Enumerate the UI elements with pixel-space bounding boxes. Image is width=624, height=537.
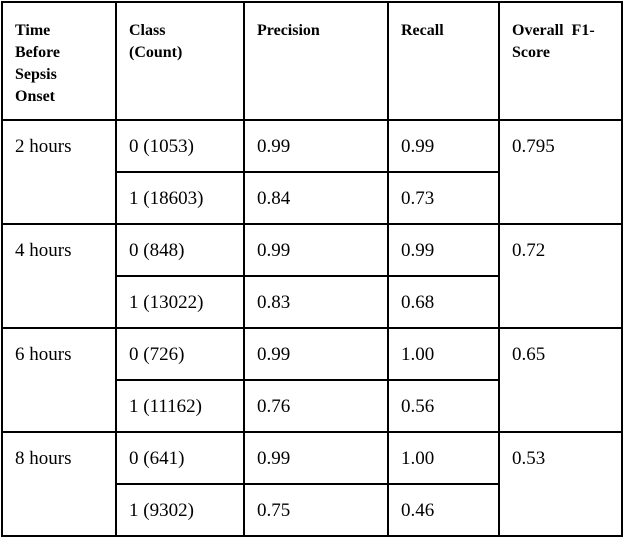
class-value: 1 (11162) [129, 396, 202, 417]
header-class-line: (Count) [129, 44, 183, 61]
recall-value: 0.73 [401, 188, 435, 209]
class-cell: 0 (726) [115, 327, 245, 381]
recall-cell: 1.00 [387, 327, 500, 381]
time-cell: 8 hours [1, 431, 117, 537]
header-time-line: Before [15, 44, 61, 61]
precision-value: 0.99 [257, 136, 291, 157]
header-time-before-onset: Time Before Sepsis Onset [1, 1, 117, 121]
table-row: 1 (13022) 0.83 0.68 [2, 275, 622, 329]
recall-cell: 0.99 [387, 223, 500, 277]
class-value: 1 (9302) [129, 500, 194, 521]
time-value: 2 hours [15, 136, 72, 157]
recall-value: 0.68 [401, 292, 435, 313]
recall-cell: 0.46 [387, 483, 500, 537]
class-cell: 0 (848) [115, 223, 245, 277]
f1-value: 0.72 [512, 240, 546, 261]
header-time-line: Onset [15, 88, 55, 105]
precision-cell: 0.99 [243, 223, 389, 277]
precision-value: 0.99 [257, 344, 291, 365]
header-recall: Recall [387, 1, 500, 121]
time-value: 8 hours [15, 448, 72, 469]
f1-cell: 0.53 [498, 431, 623, 537]
recall-cell: 0.56 [387, 379, 500, 433]
table-row: 1 (18603) 0.84 0.73 [2, 171, 622, 225]
class-cell: 0 (641) [115, 431, 245, 485]
class-cell: 1 (13022) [115, 275, 245, 329]
class-value: 0 (848) [129, 240, 185, 261]
class-cell: 1 (11162) [115, 379, 245, 433]
f1-value: 0.65 [512, 344, 546, 365]
header-recall-label: Recall [401, 22, 444, 39]
class-value: 0 (726) [129, 344, 185, 365]
precision-value: 0.99 [257, 240, 291, 261]
time-cell: 2 hours [1, 119, 117, 225]
time-value: 4 hours [15, 240, 72, 261]
header-precision: Precision [243, 1, 389, 121]
recall-cell: 1.00 [387, 431, 500, 485]
precision-cell: 0.99 [243, 327, 389, 381]
precision-cell: 0.75 [243, 483, 389, 537]
table-row: 1 (11162) 0.76 0.56 [2, 379, 622, 433]
precision-cell: 0.83 [243, 275, 389, 329]
time-cell: 4 hours [1, 223, 117, 329]
recall-value: 0.99 [401, 136, 435, 157]
class-value: 1 (13022) [129, 292, 204, 313]
recall-cell: 0.99 [387, 119, 500, 173]
header-class-line: Class [129, 22, 166, 39]
time-cell: 6 hours [1, 327, 117, 433]
table-row: 2 hours 0 (1053) 0.99 0.99 0.795 [1, 119, 623, 225]
recall-cell: 0.73 [387, 171, 500, 225]
header-f1-line: Overall F1- [512, 22, 595, 39]
f1-cell: 0.72 [498, 223, 623, 329]
f1-cell: 0.795 [498, 119, 623, 225]
recall-value: 0.99 [401, 240, 435, 261]
precision-cell: 0.99 [243, 119, 389, 173]
table-row: 8 hours 0 (641) 0.99 1.00 0.53 [1, 431, 623, 537]
class-cell: 0 (1053) [115, 119, 245, 173]
class-value: 1 (18603) [129, 188, 204, 209]
header-time-line: Sepsis [15, 66, 57, 83]
f1-value: 0.53 [512, 448, 546, 469]
precision-cell: 0.76 [243, 379, 389, 433]
recall-cell: 0.68 [387, 275, 500, 329]
class-value: 0 (1053) [129, 136, 194, 157]
recall-value: 0.56 [401, 396, 435, 417]
precision-cell: 0.99 [243, 431, 389, 485]
time-value: 6 hours [15, 344, 72, 365]
table-row: 6 hours 0 (726) 0.99 1.00 0.65 [1, 327, 623, 433]
header-f1-line: Score [512, 44, 550, 61]
recall-value: 1.00 [401, 344, 435, 365]
precision-value: 0.84 [257, 188, 291, 209]
class-value: 0 (641) [129, 448, 185, 469]
precision-cell: 0.84 [243, 171, 389, 225]
header-class-count: Class (Count) [115, 1, 245, 121]
class-cell: 1 (18603) [115, 171, 245, 225]
f1-cell: 0.65 [498, 327, 623, 433]
precision-value: 0.99 [257, 448, 291, 469]
recall-value: 0.46 [401, 500, 435, 521]
table-row: 4 hours 0 (848) 0.99 0.99 0.72 [1, 223, 623, 329]
header-row: Time Before Sepsis Onset Class (Count) P… [1, 1, 623, 121]
recall-value: 1.00 [401, 448, 435, 469]
header-precision-label: Precision [257, 22, 320, 39]
header-time-line: Time [15, 22, 51, 39]
precision-value: 0.75 [257, 500, 291, 521]
precision-value: 0.83 [257, 292, 291, 313]
table-row: 1 (9302) 0.75 0.46 [2, 483, 622, 537]
class-cell: 1 (9302) [115, 483, 245, 537]
f1-value: 0.795 [512, 136, 555, 157]
header-overall-f1: Overall F1- Score [498, 1, 623, 121]
precision-value: 0.76 [257, 396, 291, 417]
